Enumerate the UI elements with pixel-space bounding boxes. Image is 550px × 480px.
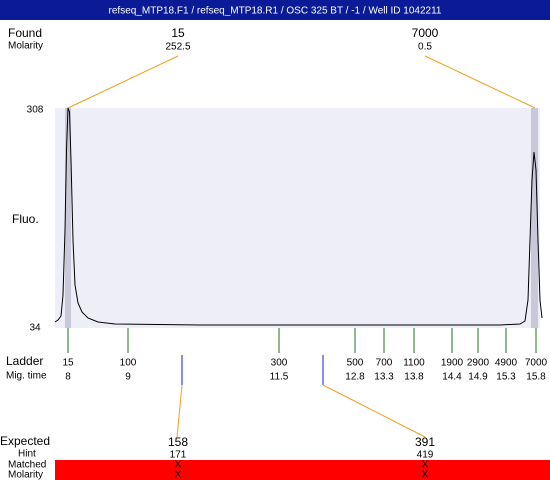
expected-size: 391 [415,435,435,449]
ladder-time: 15.3 [496,372,516,383]
ladder-size: 700 [376,358,393,369]
ladder-time: 14.4 [442,372,462,383]
expected-size: 158 [168,435,188,449]
expected-matched: X [422,460,429,471]
ladder-bands: 15 8 100 9 300 11.5 500 12.8 700 13.3 1100 13.8 1900… [62,328,548,383]
mig-time-label: Mig. time [6,371,47,382]
ladder-size: 4900 [495,358,518,369]
ladder-time: 8 [65,372,71,383]
hint-label: Hint [18,449,36,460]
peak-band [65,108,71,328]
ladder-time: 9 [125,372,131,383]
ladder-time: 14.9 [468,372,488,383]
ladder-size: 300 [271,358,288,369]
trace [54,107,543,326]
connector [322,384,426,438]
ladder-size: 2900 [467,358,490,369]
title: refseq_MTP18.F1 / refseq_MTP18.R1 / OSC … [109,6,442,17]
ladder-time: 13.8 [404,372,424,383]
peak-band [531,108,538,328]
found-molarity-label: Molarity [8,41,43,52]
ladder-size: 1100 [403,358,425,369]
found-size: 7000 [412,26,439,40]
ladder-time: 15.8 [526,372,546,383]
title-bar [0,0,550,20]
ladder-time: 11.5 [270,372,289,383]
matched-label: Matched [8,460,46,471]
connector [176,384,183,438]
matched-band [55,460,550,480]
y-min: 34 [29,323,41,334]
connector [424,55,536,109]
connector [67,55,179,109]
expected-label: Expected [0,434,50,448]
y-axis-label: Fluo. [12,212,39,226]
y-max: 308 [27,105,44,116]
expected-hint: 419 [417,450,434,461]
ladder-time: 13.3 [374,372,394,383]
found-size: 15 [171,26,185,40]
ladder-size: 500 [347,358,364,369]
found-molarity: 0.5 [418,42,432,53]
found-label: Found [8,26,42,40]
molarity-label: Molarity [8,470,43,480]
ladder-size: 1900 [441,358,464,369]
expected-hint: 171 [170,450,187,461]
ladder-time: 12.8 [345,372,365,383]
plot-area [55,108,540,328]
found-molarity: 252.5 [165,42,190,53]
ladder-size: 100 [120,358,137,369]
expected-molarity: X [422,470,429,480]
ladder-size: 7000 [525,358,548,369]
expected-molarity: X [175,470,182,480]
expected-matched: X [175,460,182,471]
ladder-label: Ladder [6,354,43,368]
ladder-size: 15 [62,358,74,369]
